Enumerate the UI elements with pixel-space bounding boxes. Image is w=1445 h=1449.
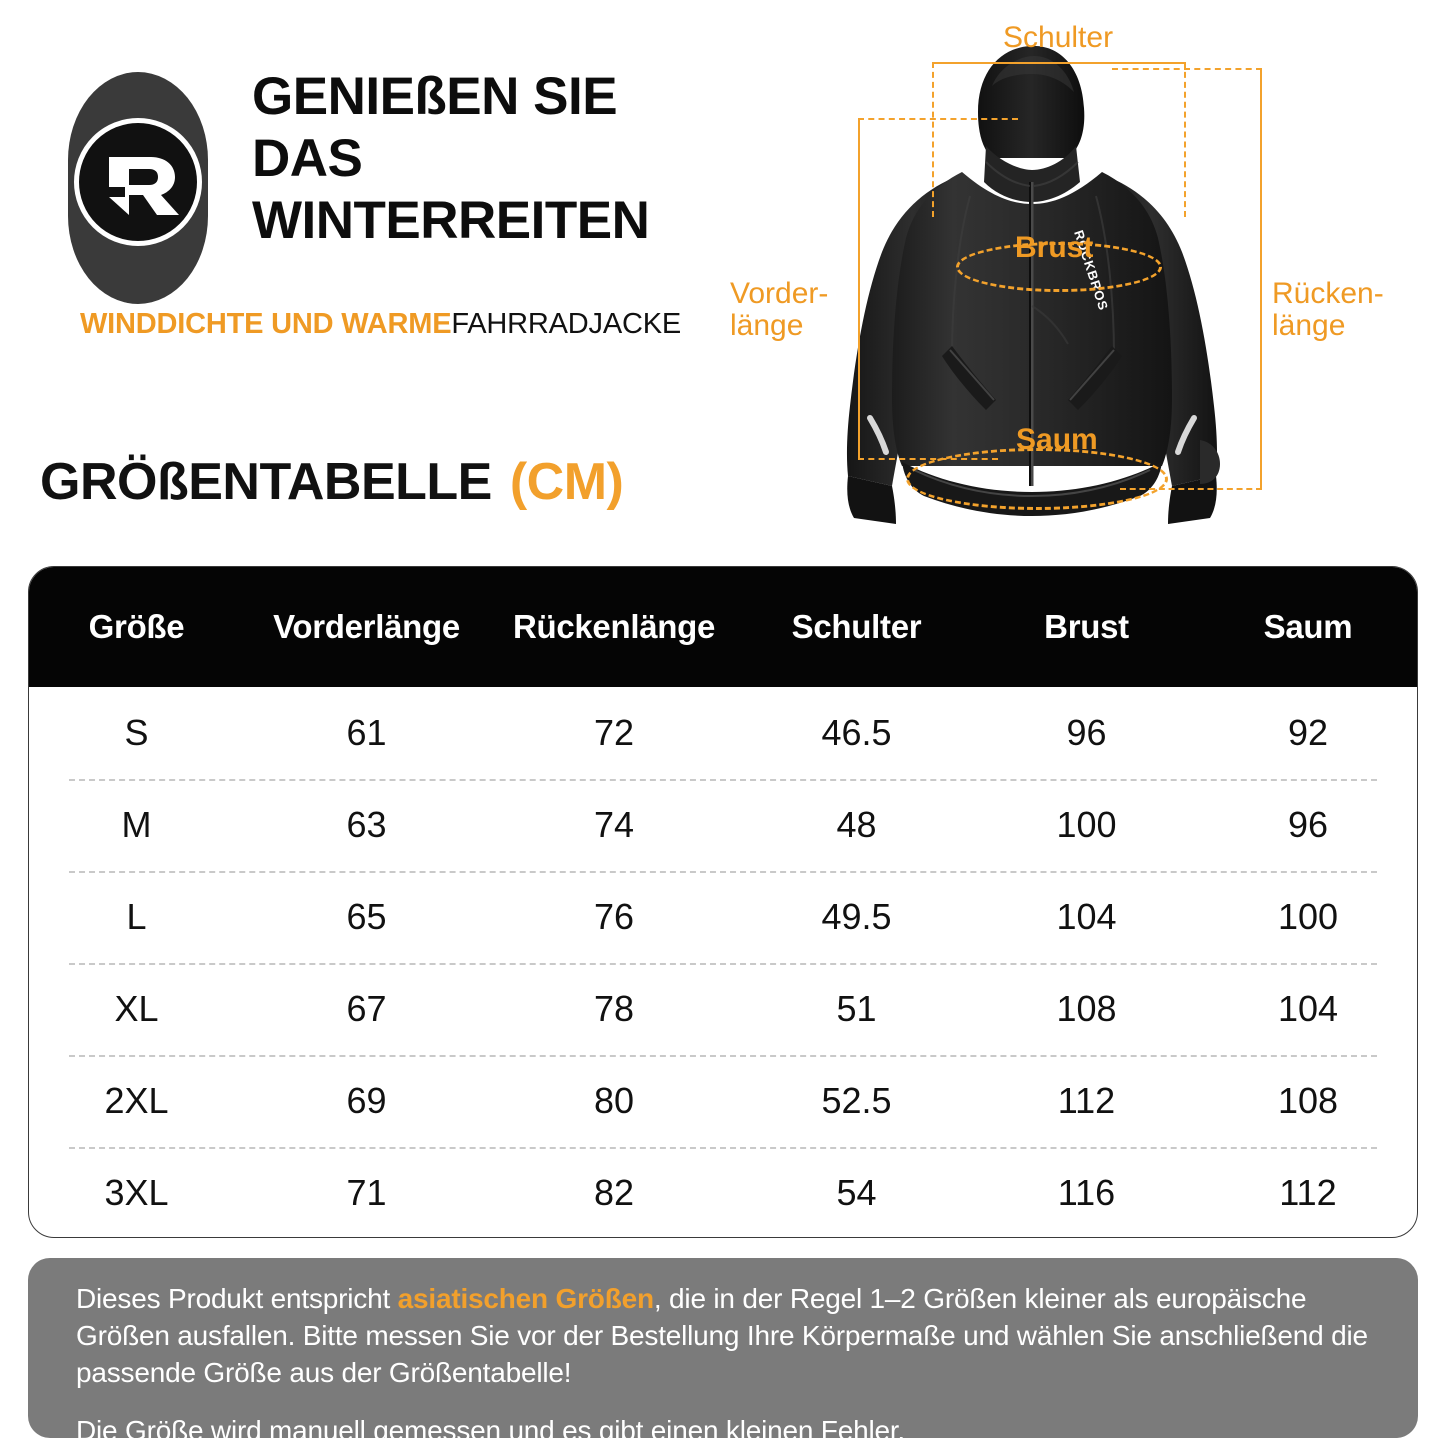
cell-saum: 104 [1277,988,1339,1029]
table-header-row: Größe Vorderlänge Rückenlänge Schulter B… [29,567,1417,687]
rueckenlaenge-guide-bottom [1120,488,1262,490]
column-header-schulter: Schulter [791,608,922,645]
label-vorderlaenge: Vorder- länge [730,277,829,343]
cell-size: XL [114,988,159,1029]
cell-vorderlaenge: 71 [346,1172,387,1213]
cell-schulter: 46.5 [821,712,892,753]
column-header-rueckenlaenge: Rückenlänge [512,608,716,645]
table-row: L 65 76 49.5 104 100 [29,871,1417,963]
label-brust: Brust [1015,231,1094,264]
cell-schulter: 54 [836,1172,877,1213]
page-subheadline: WINDDICHTE UND WARMEFAHRRADJACKE [80,310,681,339]
saum-measure-ellipse [906,448,1168,510]
disclaimer-paragraph-2: Die Größe wird manuell gemessen und es g… [76,1414,906,1446]
label-rueckenlaenge-line1: Rücken- [1272,277,1384,310]
cell-rueckenlaenge: 74 [593,804,635,845]
cell-size: 2XL [104,1080,169,1121]
logo-monogram-icon [109,157,179,215]
cell-saum: 108 [1277,1080,1339,1121]
vorderlaenge-guide-top [858,118,1018,120]
cell-brust: 104 [1056,896,1117,937]
disclaimer-text-b: , die in der Regel 1–2 Größen kleiner al… [76,1283,1368,1389]
headline-line-1: GENIEßEN SIE [252,67,618,126]
cell-vorderlaenge: 65 [346,896,387,937]
cell-schulter: 51 [836,988,877,1029]
logo-circle [74,118,202,246]
column-header-groesse: Größe [88,608,185,645]
column-header-brust: Brust [1044,608,1129,645]
schulter-guide-right [1184,62,1186,217]
rueckenlaenge-guide-top [1112,68,1262,70]
cell-rueckenlaenge: 72 [593,712,635,753]
vorderlaenge-guide-bottom [858,458,998,460]
cell-brust: 96 [1066,712,1107,753]
table-row: M 63 74 48 100 96 [29,779,1417,871]
label-rueckenlaenge: Rücken- länge [1272,277,1384,343]
disclaimer-highlight: asiatischen Größen [397,1283,654,1314]
cell-brust: 100 [1056,804,1117,845]
table-row: S 61 72 46.5 96 92 [29,687,1417,779]
cell-schulter: 49.5 [821,896,892,937]
label-rueckenlaenge-line2: länge [1272,309,1346,343]
sizing-disclaimer: Dieses Produkt entspricht asiatischen Gr… [28,1258,1418,1446]
cell-vorderlaenge: 63 [346,804,387,845]
disclaimer-text-a: Dieses Produkt entspricht [76,1283,398,1314]
headline-line-3: WINTERREITEN [252,191,650,250]
cell-size: L [126,896,147,937]
label-schulter: Schulter [1003,21,1114,54]
label-vorderlaenge-line1: Vorder- [730,277,829,310]
header-block: GENIEßEN SIE DAS WINTERREITEN WINDDICHTE… [0,0,790,370]
column-header-saum: Saum [1263,608,1353,645]
subheadline-highlight: WINDDICHTE UND WARME [80,308,452,340]
table-row: 2XL 69 80 52.5 112 108 [29,1055,1417,1147]
table-row: XL 67 78 51 108 104 [29,963,1417,1055]
page-headline: GENIEßEN SIE DAS WINTERREITEN [252,66,782,252]
cell-rueckenlaenge: 78 [593,988,635,1029]
cell-rueckenlaenge: 80 [593,1080,635,1121]
size-table-title: GRÖßENTABELLE (CM) [40,452,624,512]
size-table-unit: (CM) [509,453,624,511]
cell-rueckenlaenge: 76 [593,896,635,937]
table-row: 3XL 71 82 54 116 112 [29,1147,1417,1237]
label-saum: Saum [1016,423,1098,456]
column-header-vorderlaenge: Vorderlänge [273,608,460,645]
cell-vorderlaenge: 69 [346,1080,387,1121]
cell-schulter: 52.5 [821,1080,892,1121]
jacket-measurement-diagram: ROCKBROS Schulter Vorder- länge Rücken- … [700,0,1445,560]
cell-saum: 92 [1287,712,1329,753]
cell-size: 3XL [104,1172,169,1213]
size-table: Größe Vorderlänge Rückenlänge Schulter B… [28,566,1418,1238]
brust-measure-ellipse [956,242,1162,292]
schulter-guide-top [932,62,1184,64]
cell-rueckenlaenge: 82 [593,1172,635,1213]
cell-brust: 108 [1056,988,1117,1029]
subheadline-plain: FAHRRADJACKE [451,308,682,340]
vorderlaenge-guide-vertical [858,118,860,458]
cell-vorderlaenge: 67 [346,988,387,1029]
cell-size: S [124,712,149,753]
table-body: S 61 72 46.5 96 92 M 63 74 48 100 96 L 6… [29,687,1417,1237]
headline-line-2: DAS [252,129,363,188]
cell-size: M [121,804,152,845]
cell-saum: 112 [1279,1172,1337,1213]
cell-saum: 96 [1287,804,1329,845]
cell-schulter: 48 [836,804,877,845]
cell-brust: 112 [1057,1080,1116,1121]
cell-saum: 100 [1277,896,1339,937]
cell-vorderlaenge: 61 [346,712,387,753]
cell-brust: 116 [1057,1172,1116,1213]
rockbros-logo [68,72,208,304]
label-vorderlaenge-line2: länge [730,309,804,343]
rueckenlaenge-guide-vertical [1260,68,1262,488]
size-table-title-text: GRÖßENTABELLE [40,453,492,511]
disclaimer-paragraph-1: Dieses Produkt entspricht asiatischen Gr… [76,1280,1378,1392]
schulter-guide-left [932,62,934,217]
